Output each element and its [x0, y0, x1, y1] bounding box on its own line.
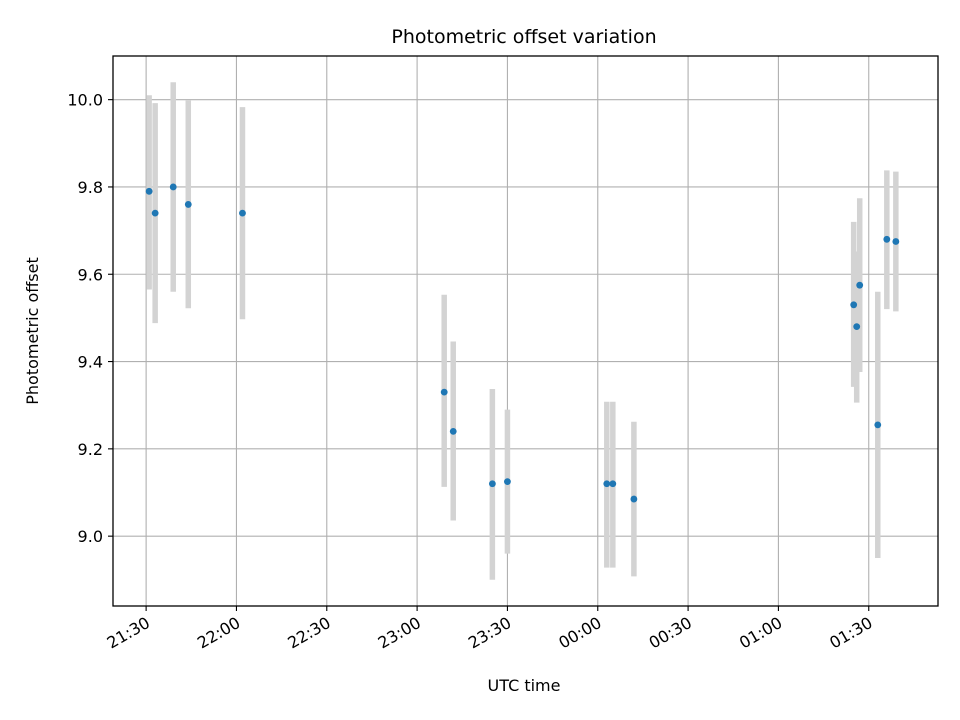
data-point: [184, 201, 192, 208]
data-point: [883, 235, 891, 243]
grid-lines: [113, 56, 938, 606]
data-point: [504, 478, 511, 485]
x-axis-label: UTC time: [488, 676, 561, 695]
data-point: [440, 388, 448, 396]
data-point: [853, 323, 861, 331]
data-points: [145, 183, 900, 503]
y-tick-label: 9.2: [78, 440, 103, 459]
data-point: [151, 209, 159, 217]
data-point: [169, 183, 177, 191]
data-point: [874, 421, 882, 429]
data-point: [609, 480, 617, 488]
chart-title: Photometric offset variation: [391, 26, 656, 48]
data-point: [892, 238, 900, 245]
data-point: [603, 480, 611, 488]
y-tick-label: 9.6: [78, 265, 103, 284]
data-point: [850, 301, 858, 309]
data-point: [630, 495, 638, 503]
data-point: [239, 209, 246, 217]
y-axis-ticks: 9.0 9.2 9.4 9.6 9.8 10.0: [67, 91, 113, 546]
y-tick-label: 9.0: [78, 527, 103, 546]
y-tick-label: 9.4: [78, 353, 103, 372]
y-tick-label: 9.8: [78, 178, 103, 197]
data-point: [488, 480, 496, 488]
y-tick-label: 10.0: [67, 91, 103, 110]
data-point: [449, 427, 457, 435]
data-point: [856, 281, 864, 289]
y-axis-label: Photometric offset: [23, 257, 42, 405]
plot-area-frame: [112, 55, 939, 607]
data-point: [145, 187, 153, 195]
